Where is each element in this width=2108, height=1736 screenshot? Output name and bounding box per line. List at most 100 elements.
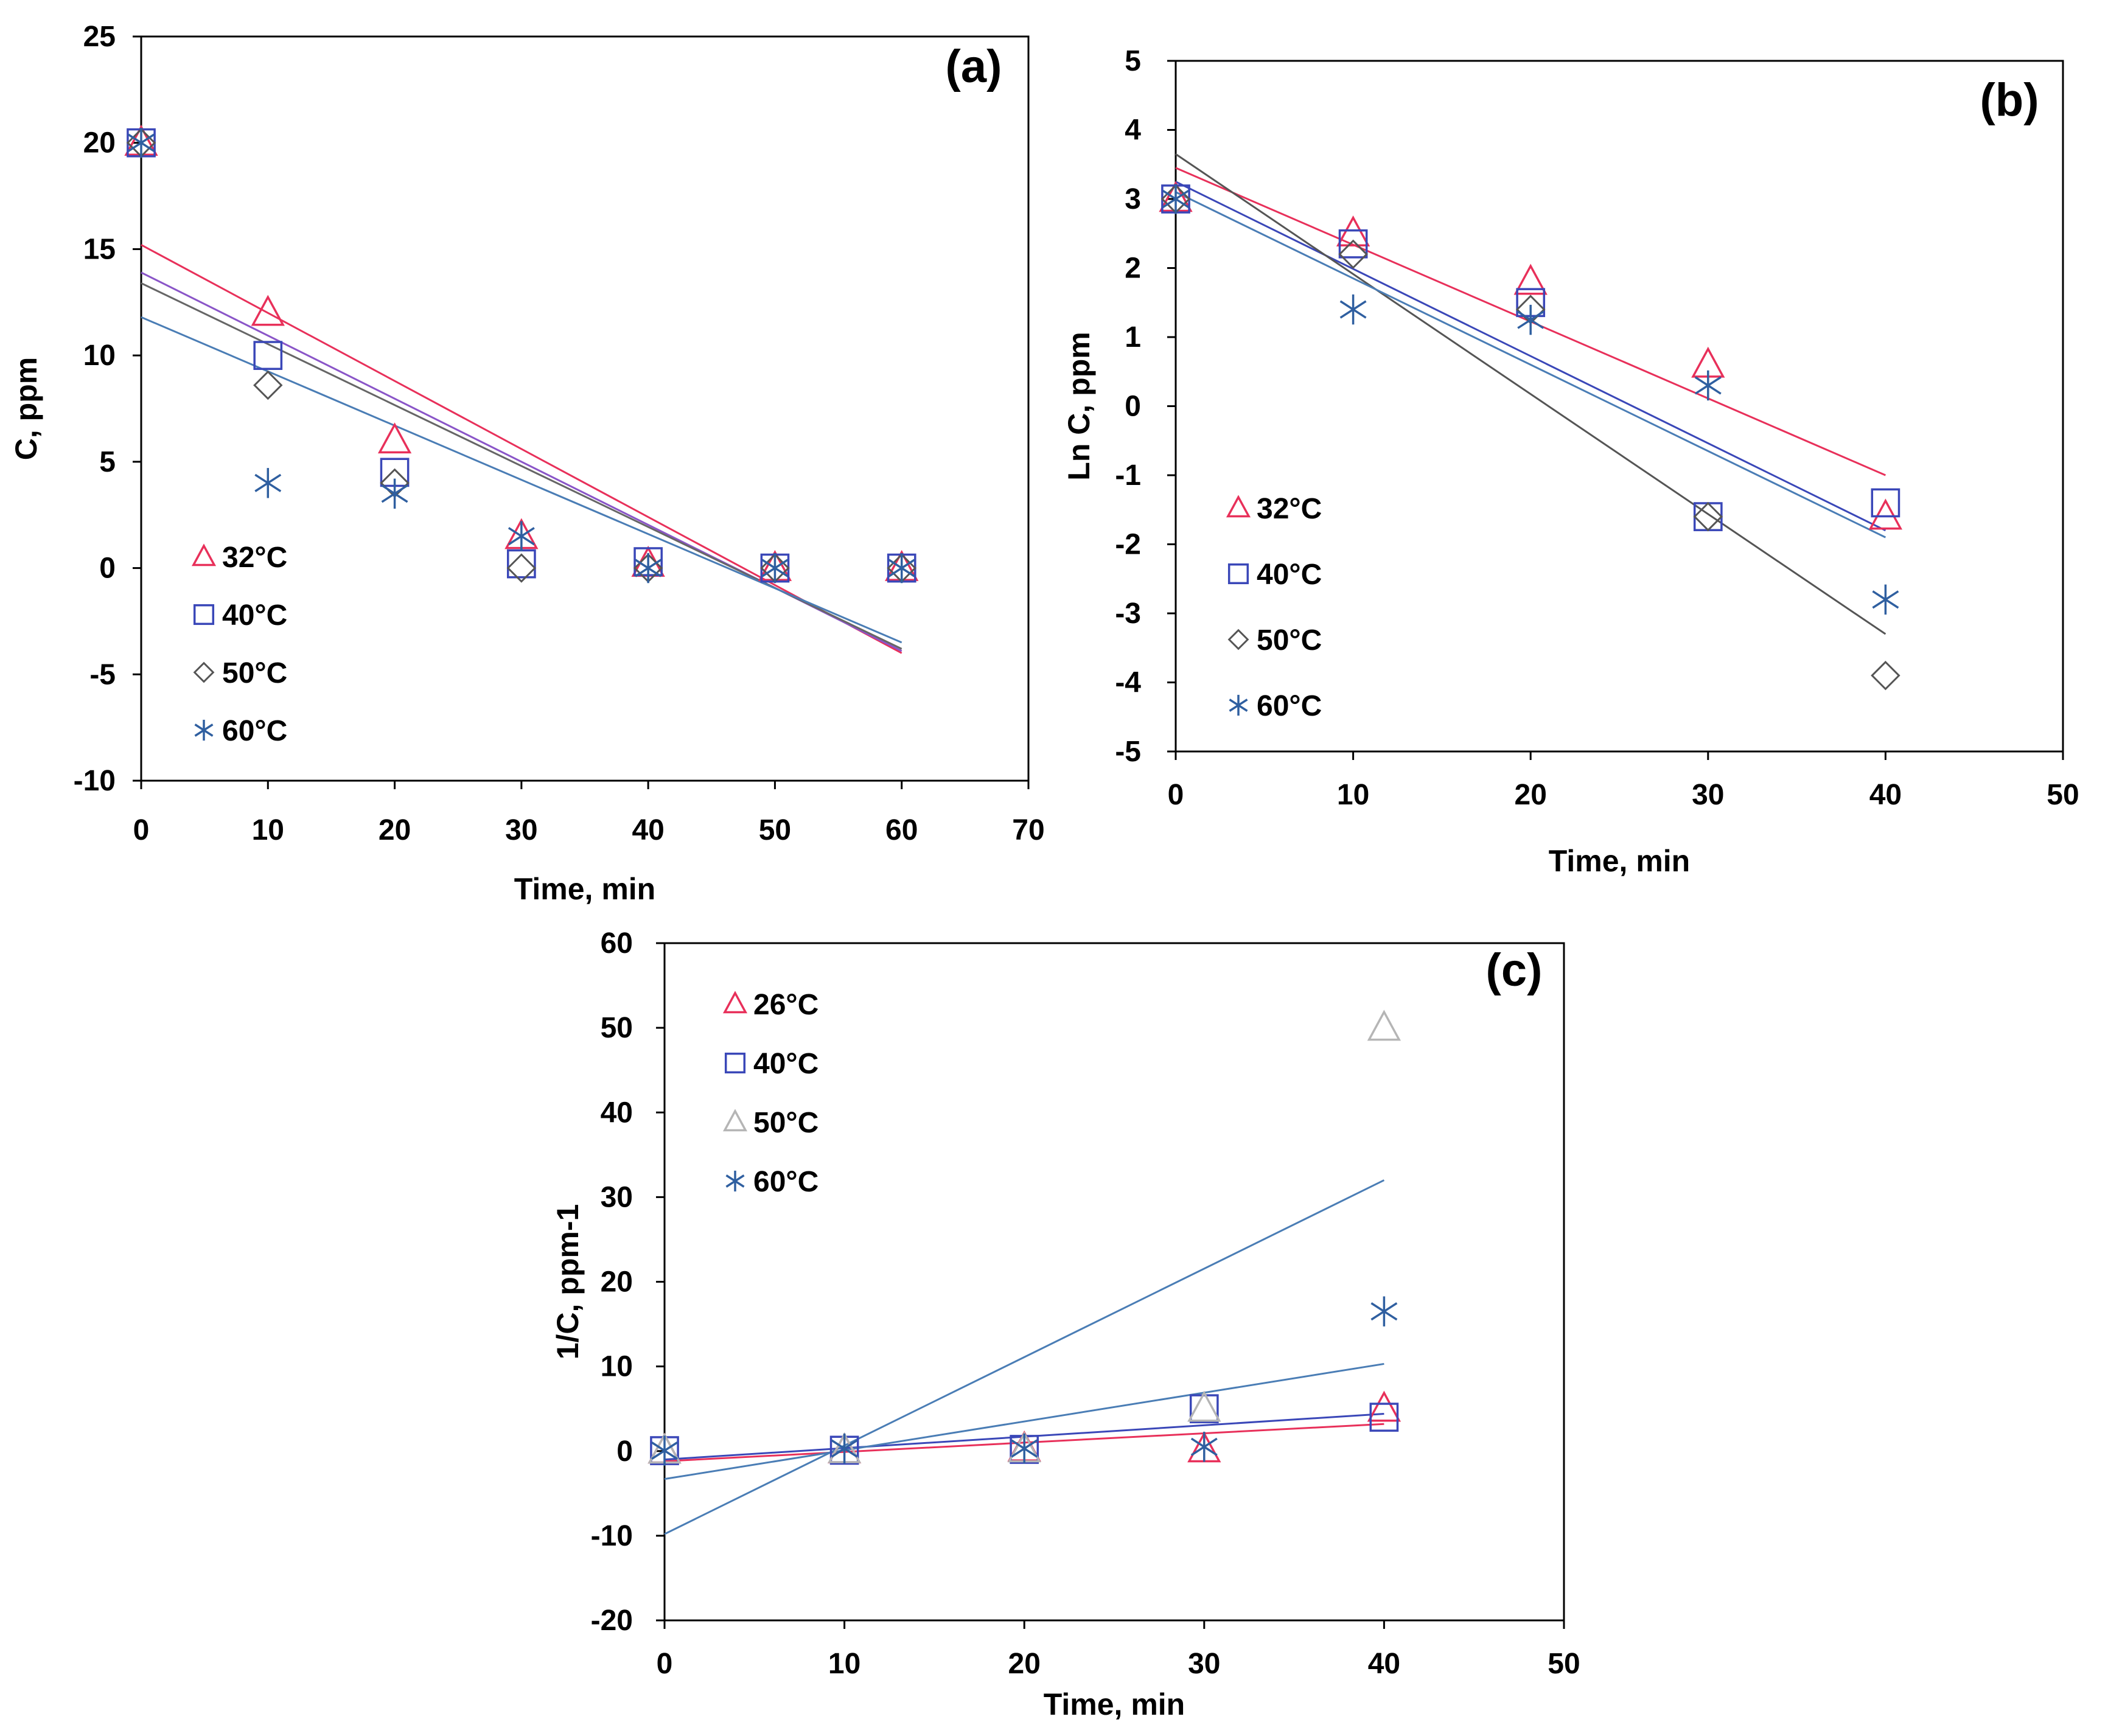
- data-point-b-series-3: [1693, 501, 1723, 532]
- legend-marker-a-series-1: [191, 543, 217, 566]
- data-point-b-series-4: [1694, 370, 1722, 401]
- data-point-b-series-3: [1871, 660, 1900, 691]
- y-tick-label-b: -5: [1115, 736, 1141, 768]
- legend-label-a-series-1: 32°C: [222, 542, 287, 574]
- fit-line-a-series-1: [141, 244, 902, 654]
- y-tick-label-c: 50: [601, 1012, 633, 1044]
- x-tick-label-b: 0: [1168, 779, 1184, 811]
- y-axis-label-a: C, ppm: [9, 357, 43, 460]
- x-tick-label-a: 10: [252, 814, 284, 846]
- x-tick-label-c: 0: [657, 1648, 673, 1680]
- data-point-b-series-1: [1336, 215, 1370, 246]
- data-point-b-series-4: [1162, 184, 1189, 214]
- y-tick-label-b: -4: [1115, 667, 1141, 699]
- legend-marker-a-series-3: [193, 661, 215, 683]
- x-tick-label-c: 40: [1368, 1648, 1400, 1680]
- legend-label-b-series-3: 50°C: [1257, 624, 1322, 657]
- legend-marker-b-series-3: [1227, 629, 1249, 650]
- y-tick-label-b: 2: [1125, 253, 1141, 285]
- panel-label-c: (c): [1486, 944, 1543, 996]
- plot-frame-a: [140, 35, 1030, 782]
- x-axis-label-a: Time, min: [514, 872, 655, 906]
- data-point-a-series-2: [253, 341, 283, 370]
- x-tick-label-b: 30: [1692, 779, 1724, 811]
- data-point-a-series-3: [253, 370, 283, 400]
- legend-label-b-series-1: 32°C: [1257, 493, 1322, 525]
- data-point-b-series-1: [1868, 498, 1903, 530]
- y-tick-label-c: 30: [601, 1181, 633, 1213]
- y-tick-label-a: 5: [99, 446, 116, 478]
- legend-label-c-series-3: 50°C: [753, 1107, 818, 1139]
- y-tick-label-c: 40: [601, 1096, 633, 1129]
- legend-label-a-series-3: 50°C: [222, 657, 287, 689]
- y-tick-label-b: 0: [1125, 391, 1141, 423]
- plot-frame-c: [663, 942, 1565, 1622]
- data-point-a-series-4: [635, 553, 662, 584]
- panel-label-b: (b): [1980, 74, 2039, 126]
- data-point-c-series-2: [1369, 1403, 1399, 1432]
- y-tick-label-c: 20: [601, 1266, 633, 1299]
- data-point-a-series-1: [251, 295, 285, 326]
- data-point-a-series-4: [254, 468, 282, 498]
- x-tick-label-b: 40: [1869, 779, 1902, 811]
- x-tick-label-a: 20: [379, 814, 411, 846]
- y-tick-label-a: 10: [83, 340, 116, 372]
- x-tick-label-a: 70: [1012, 814, 1044, 846]
- legend-label-c-series-1: 26°C: [753, 989, 818, 1021]
- x-tick-label-a: 0: [133, 814, 150, 846]
- data-point-c-series-2: [1189, 1394, 1219, 1424]
- fit-line-b-series-3: [1175, 153, 1886, 635]
- data-point-a-series-4: [508, 521, 535, 551]
- fit-line-c-series-4: [664, 1362, 1384, 1480]
- y-axis-label-c: 1/C, ppm-1: [551, 1204, 585, 1360]
- legend-marker-c-series-4: [725, 1170, 745, 1192]
- legend-marker-c-series-3: [722, 1109, 748, 1132]
- y-tick-label-a: 15: [83, 233, 116, 265]
- y-tick-label-a: 20: [83, 127, 116, 159]
- y-tick-label-b: -2: [1115, 529, 1141, 561]
- data-point-a-series-4: [761, 553, 789, 584]
- legend-marker-c-series-1: [722, 991, 748, 1014]
- legend-marker-b-series-4: [1229, 694, 1248, 716]
- fit-line-b-series-4: [1175, 191, 1886, 539]
- x-tick-label-c: 20: [1008, 1648, 1041, 1680]
- legend-label-c-series-2: 40°C: [753, 1048, 818, 1080]
- data-point-c-series-4: [651, 1435, 678, 1466]
- x-tick-label-a: 50: [759, 814, 791, 846]
- data-point-b-series-4: [1517, 304, 1544, 335]
- data-point-c-series-3: [1187, 1390, 1221, 1422]
- data-point-c-series-4: [1370, 1296, 1398, 1326]
- fit-line-b-series-2: [1175, 181, 1886, 532]
- y-tick-label-a: -10: [74, 765, 116, 797]
- y-tick-label-b: 3: [1125, 183, 1141, 215]
- chart-panel-c: 0 10 20 30 40 50 -20 -10 0 10 20 30 40 50 60 Time, min 1…: [551, 927, 1580, 1721]
- x-tick-label-a: 40: [632, 814, 664, 846]
- x-tick-label-b: 10: [1337, 779, 1369, 811]
- data-point-a-series-4: [888, 553, 915, 584]
- legend-label-a-series-4: 60°C: [222, 715, 287, 747]
- data-point-b-series-4: [1872, 584, 1899, 615]
- y-tick-label-c: 60: [601, 927, 633, 960]
- legend-label-a-series-2: 40°C: [222, 599, 287, 632]
- y-tick-label-b: -1: [1115, 459, 1141, 492]
- y-tick-label-b: 5: [1125, 45, 1141, 77]
- y-tick-label-c: -20: [591, 1605, 633, 1637]
- legend-marker-c-series-2: [724, 1052, 746, 1074]
- chart-panel-a: 0 10 20 30 40 50 60 70 -10 -5 0 5 10 15 20 25 Time, min C…: [9, 21, 1045, 906]
- data-point-c-series-4: [1190, 1432, 1218, 1462]
- legend-label-b-series-2: 40°C: [1257, 559, 1322, 591]
- legend-label-b-series-4: 60°C: [1257, 690, 1322, 722]
- data-point-b-series-3: [1338, 239, 1368, 270]
- legend-marker-b-series-1: [1226, 495, 1251, 518]
- data-point-a-series-1: [377, 422, 412, 454]
- data-point-c-series-3: [1367, 1009, 1401, 1041]
- x-tick-label-a: 60: [885, 814, 918, 846]
- y-tick-label-c: 0: [616, 1435, 633, 1468]
- fit-line-c-series-3: [664, 1179, 1385, 1535]
- y-tick-label-b: 1: [1125, 321, 1141, 354]
- y-tick-label-b: 4: [1125, 114, 1141, 147]
- y-axis-label-b: Ln C, ppm: [1062, 332, 1096, 480]
- y-tick-label-a: 25: [83, 21, 116, 53]
- data-point-b-series-4: [1339, 294, 1367, 325]
